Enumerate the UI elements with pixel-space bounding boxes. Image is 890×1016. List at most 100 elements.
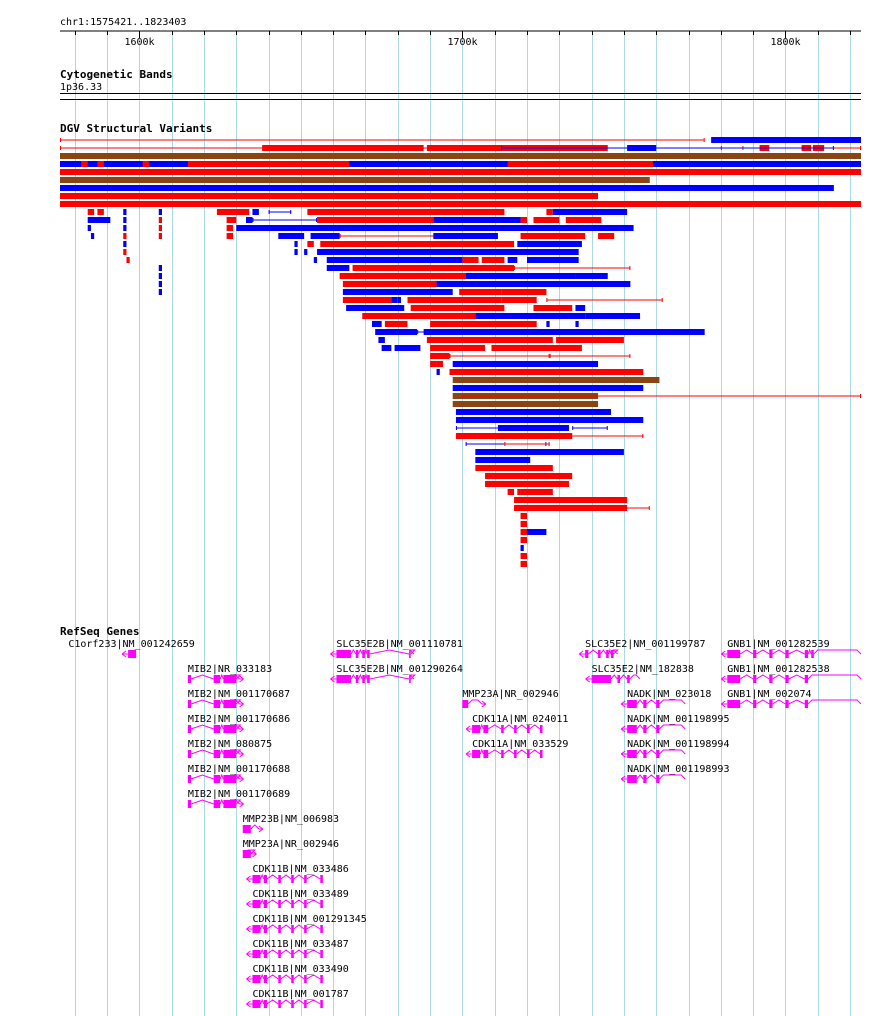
structural-variant[interactable] [304,249,308,255]
structural-variant[interactable] [346,305,405,311]
structural-variant[interactable] [87,209,95,215]
gene-feature[interactable]: MIB2|NM_001170688 [187,764,290,783]
gene-feature[interactable]: C1orf233|NM_001242659 [68,639,195,658]
gene-feature[interactable]: CDK11B|NM_001787 [246,989,349,1008]
structural-variant[interactable] [433,217,521,223]
structural-variant[interactable] [501,289,547,295]
structural-variant[interactable] [520,513,528,519]
structural-variant[interactable] [362,313,476,319]
structural-variant[interactable] [123,161,130,167]
structural-variant[interactable] [381,345,392,351]
structural-variant[interactable] [320,241,515,247]
structural-variant[interactable] [158,281,163,287]
gene-feature[interactable]: NADK|NM_001198993 [620,764,729,783]
structural-variant[interactable] [452,361,599,367]
structural-variant[interactable] [572,426,608,430]
structural-variant[interactable] [60,138,705,142]
gene-feature[interactable]: CDK11B|NM_033487 [246,939,349,958]
structural-variant[interactable] [426,337,553,343]
gene-feature[interactable]: SLC35E2|NM_182838 [585,664,694,683]
gene-feature[interactable]: NADK|NM_001198994 [620,739,729,758]
structural-variant[interactable] [326,257,463,263]
structural-variant[interactable] [430,361,437,367]
gene-feature[interactable]: CDK11A|NM_024011 [465,714,568,733]
structural-variant[interactable] [158,289,163,295]
structural-variant[interactable] [226,233,234,239]
structural-variant[interactable] [123,249,127,255]
structural-variant[interactable] [410,305,505,311]
structural-variant[interactable] [520,489,553,495]
structural-variant[interactable] [60,201,861,207]
structural-variant[interactable] [342,289,453,295]
structural-variant[interactable] [313,257,318,263]
structural-variant[interactable] [507,257,518,263]
structural-variant[interactable] [459,289,502,295]
gene-feature[interactable]: SLC35E2|NM_001199787 [578,639,706,658]
structural-variant[interactable] [520,233,586,239]
structural-variant[interactable] [342,281,437,287]
structural-variant[interactable] [565,217,602,223]
structural-variant[interactable] [339,273,466,279]
gene-feature[interactable]: MMP23A|NR_002946 [242,839,339,858]
structural-variant[interactable] [81,161,88,167]
structural-variant[interactable] [517,241,582,247]
gene-feature[interactable]: MIB2|NM_080875 [187,739,272,758]
gene-feature[interactable]: GNB1|NM_001282538 [720,664,862,683]
structural-variant[interactable] [585,313,641,319]
gene-feature[interactable]: GNB1|NM_002074 [720,689,862,708]
structural-variant[interactable] [546,298,663,302]
structural-variant[interactable] [352,265,515,271]
gene-feature[interactable]: GNB1|NM_001282539 [720,639,862,658]
structural-variant[interactable] [507,489,515,495]
structural-variant[interactable] [123,241,127,247]
structural-variant[interactable] [520,545,524,551]
structural-variant[interactable] [717,161,861,167]
structural-variant[interactable] [294,241,298,247]
structural-variant[interactable] [142,161,150,167]
structural-variant[interactable] [352,161,502,167]
structural-variant[interactable] [397,297,402,303]
structural-variant[interactable] [158,225,163,231]
structural-variant[interactable] [533,217,560,223]
structural-variant[interactable] [278,233,305,239]
ruler[interactable]: 1600k 1700k 1800k [60,30,861,48]
structural-variant[interactable] [187,161,350,167]
structural-variant[interactable] [226,225,234,231]
structural-variant[interactable] [436,369,440,375]
gene-feature[interactable]: MIB2|NM_001170686 [187,714,290,733]
structural-variant[interactable] [449,354,550,358]
gene-feature[interactable]: CDK11B|NM_001291345 [246,914,367,933]
structural-variant[interactable] [394,345,421,351]
structural-variant[interactable] [123,233,127,239]
gene-feature[interactable]: SLC35E2B|NM_001290264 [330,664,463,683]
structural-variant[interactable] [436,281,631,287]
structural-variant[interactable] [123,217,127,223]
structural-variant[interactable] [268,210,292,214]
structural-variant[interactable] [475,449,624,455]
gene-feature[interactable]: CDK11B|NM_033486 [246,864,349,883]
structural-variant[interactable] [90,233,95,239]
structural-variant[interactable] [575,321,579,327]
structural-variant[interactable] [514,266,631,270]
structural-variant[interactable] [252,218,318,222]
structural-variant[interactable] [455,417,644,423]
structural-variant[interactable] [371,321,382,327]
structural-variant[interactable] [575,305,586,311]
structural-variant[interactable] [60,185,834,191]
structural-variant[interactable] [158,273,163,279]
structural-variant[interactable] [527,529,547,535]
structural-variant[interactable] [475,465,553,471]
structural-variant[interactable] [245,217,253,223]
structural-variant[interactable] [455,433,573,439]
structural-variant[interactable] [462,394,861,398]
structural-variant[interactable] [711,137,861,143]
structural-variant[interactable] [520,537,528,543]
structural-variant[interactable] [126,257,130,263]
structural-variant[interactable] [533,305,573,311]
structural-variant[interactable] [491,345,582,351]
structural-variant[interactable] [527,257,579,263]
structural-variant[interactable] [294,249,298,255]
structural-variant[interactable] [60,193,599,199]
structural-variant[interactable] [546,321,550,327]
structural-variant[interactable] [449,369,644,375]
